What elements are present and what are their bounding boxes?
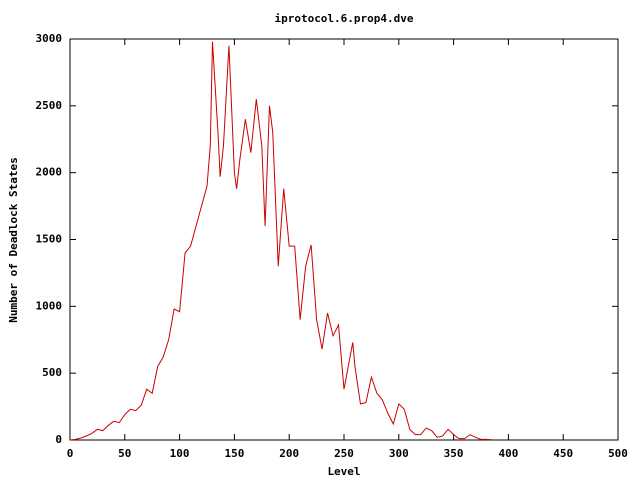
x-tick-label: 100 [170,447,190,460]
x-tick-label: 350 [444,447,464,460]
x-tick-label: 450 [553,447,573,460]
x-axis-label: Level [327,465,360,478]
y-tick-label: 2500 [36,99,63,112]
y-axis-label: Number of Deadlock States [7,157,20,323]
data-line [69,41,492,441]
x-tick-label: 250 [334,447,354,460]
x-tick-label: 50 [118,447,131,460]
plot-border [69,38,619,441]
x-tick-label: 400 [498,447,518,460]
y-tick-label: 3000 [36,32,63,45]
x-tick-label: 150 [224,447,244,460]
x-tick-label: 300 [389,447,409,460]
y-tick-label: 500 [42,366,62,379]
y-tick-label: 1000 [36,299,63,312]
y-tick-label: 2000 [36,166,63,179]
y-tick-label: 0 [55,433,62,446]
y-tick-label: 1500 [36,233,63,246]
x-tick-label: 500 [608,447,628,460]
chart-title: iprotocol.6.prop4.dve [274,12,413,25]
x-tick-label: 0 [67,447,74,460]
x-tick-label: 200 [279,447,299,460]
